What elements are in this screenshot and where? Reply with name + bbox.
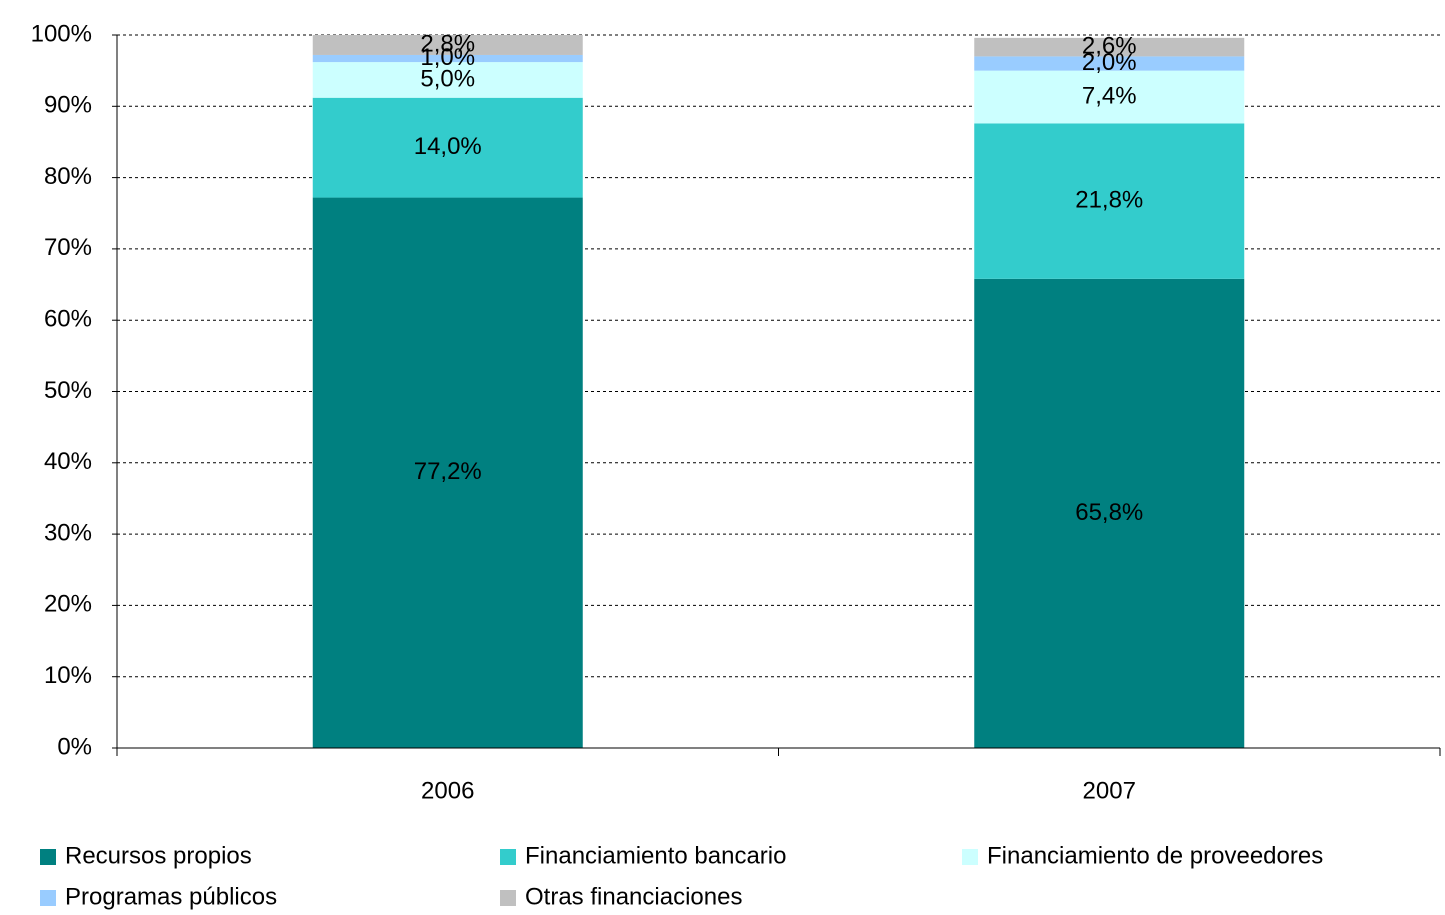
y-tick-label: 70% bbox=[44, 234, 92, 261]
y-tick-label: 40% bbox=[44, 448, 92, 475]
legend-swatch bbox=[500, 890, 516, 906]
value-label: 14,0% bbox=[414, 133, 482, 160]
y-tick-label: 80% bbox=[44, 163, 92, 190]
value-label: 2,8% bbox=[420, 30, 475, 57]
legend-swatch bbox=[962, 849, 978, 865]
bar-segment bbox=[974, 70, 1245, 124]
bar-segment bbox=[312, 54, 583, 63]
y-tick-label: 100% bbox=[31, 20, 92, 47]
bar-segment bbox=[974, 37, 1245, 57]
value-label: 1,0% bbox=[420, 44, 475, 71]
legend-swatch bbox=[40, 890, 56, 906]
value-label: 2,0% bbox=[1082, 49, 1137, 76]
value-label: 2,6% bbox=[1082, 32, 1137, 59]
value-label: 5,0% bbox=[420, 65, 475, 92]
y-tick-label: 0% bbox=[57, 733, 92, 760]
bar-segment bbox=[312, 35, 583, 55]
bar-segment bbox=[974, 56, 1245, 71]
legend-label: Financiamiento de proveedores bbox=[987, 842, 1323, 869]
legend-label: Programas públicos bbox=[65, 883, 277, 910]
legend-label: Otras financiaciones bbox=[525, 883, 742, 910]
value-label: 21,8% bbox=[1075, 186, 1143, 213]
y-tick-label: 10% bbox=[44, 662, 92, 689]
bar-segment bbox=[312, 197, 583, 749]
y-tick-label: 30% bbox=[44, 519, 92, 546]
value-label: 77,2% bbox=[414, 458, 482, 485]
y-tick-label: 20% bbox=[44, 591, 92, 618]
y-tick-label: 90% bbox=[44, 92, 92, 119]
legend-label: Recursos propios bbox=[65, 842, 252, 869]
legend-label: Financiamiento bancario bbox=[525, 842, 786, 869]
legend-swatch bbox=[40, 849, 56, 865]
y-tick-label: 50% bbox=[44, 377, 92, 404]
y-tick-label: 60% bbox=[44, 306, 92, 333]
legend-swatch bbox=[500, 849, 516, 865]
bar-segment bbox=[312, 97, 583, 198]
bar-segment bbox=[974, 278, 1245, 748]
x-tick-label: 2007 bbox=[1083, 777, 1136, 804]
value-label: 7,4% bbox=[1082, 82, 1137, 109]
bar-segment bbox=[312, 62, 583, 98]
bar-segment bbox=[974, 123, 1245, 279]
value-label: 65,8% bbox=[1075, 499, 1143, 526]
x-tick-label: 2006 bbox=[421, 777, 474, 804]
